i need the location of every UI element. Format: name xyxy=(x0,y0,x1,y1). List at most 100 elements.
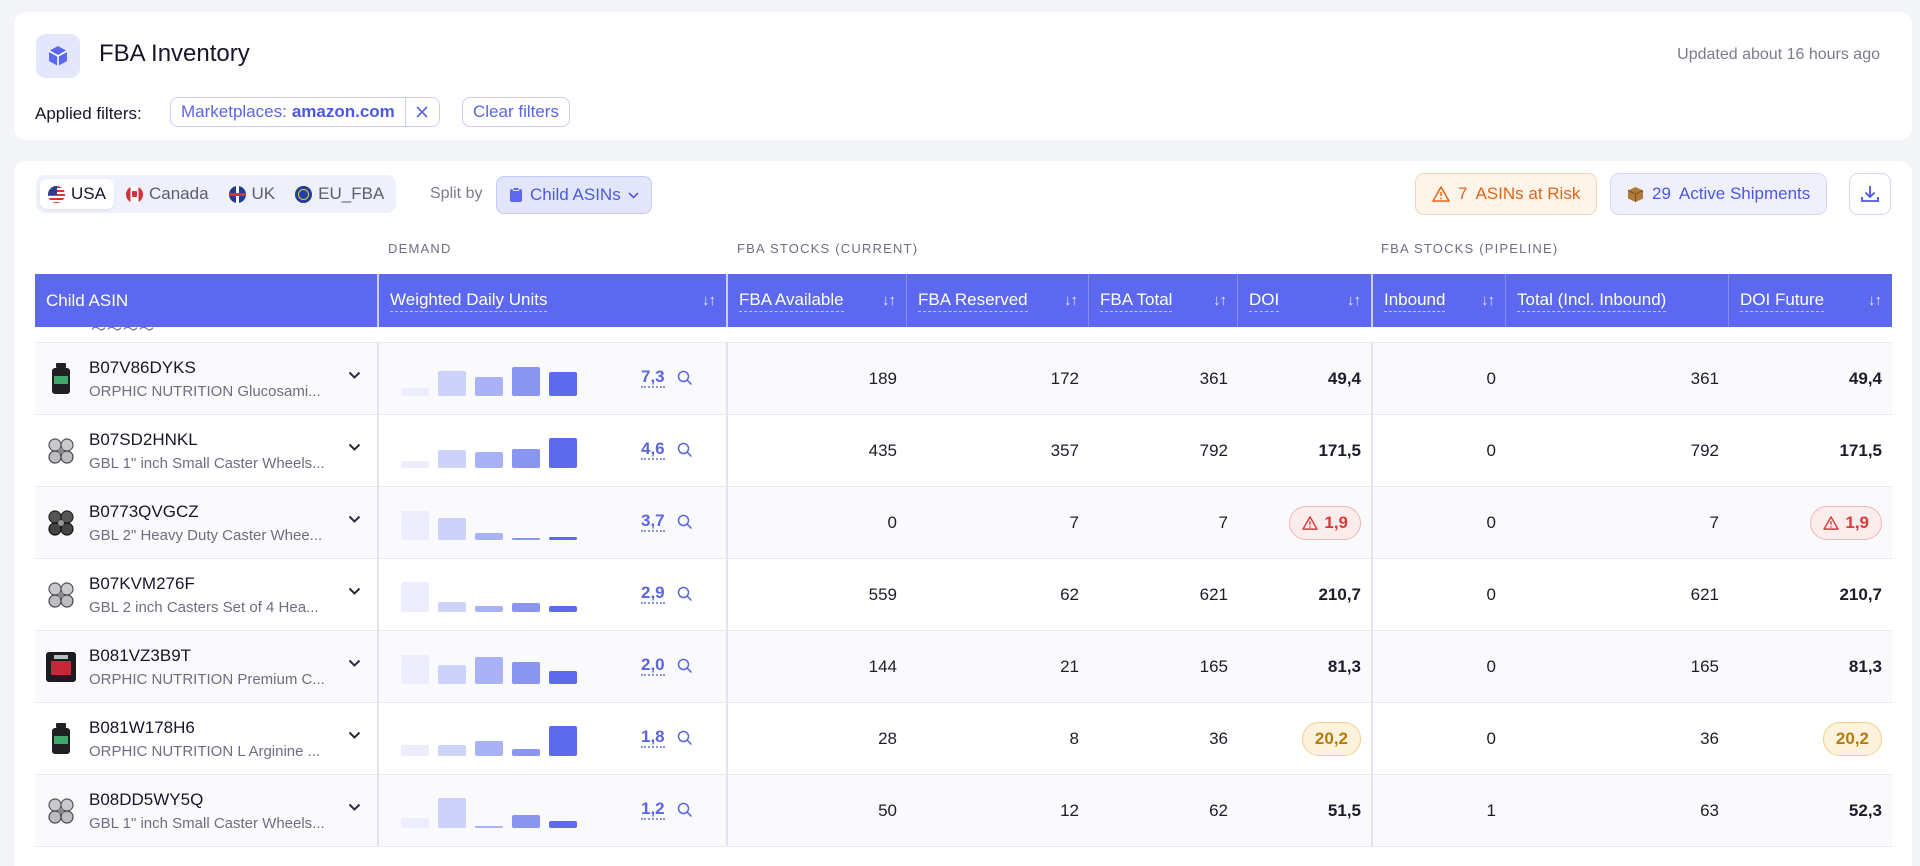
fba-total-value: 792 xyxy=(1199,440,1228,460)
demand-cell: 2,0 xyxy=(379,631,728,702)
demand-bar xyxy=(438,371,466,396)
doi-value: 210,7 xyxy=(1238,559,1373,630)
column-fba-reserved[interactable]: FBA Reserved ↓↑ xyxy=(907,274,1089,327)
column-total-incl-inbound[interactable]: Total (Incl. Inbound) xyxy=(1506,274,1729,327)
chevron-down-icon[interactable] xyxy=(348,659,361,668)
group-label-pipeline: FBA STOCKS (PIPELINE) xyxy=(1381,241,1559,256)
column-fba-available[interactable]: FBA Available ↓↑ xyxy=(728,274,907,327)
total-incl-inbound-value: 7 xyxy=(1709,512,1719,532)
marketplace-filter-chip: Marketplaces: amazon.com xyxy=(170,97,440,127)
doi-future-value: 210,7 xyxy=(1839,584,1882,604)
table-row-b07kvm276f[interactable]: B07KVM276F GBL 2 inch Casters Set of 4 H… xyxy=(35,559,1892,631)
weighted-daily-units-value[interactable]: 2,9 xyxy=(641,583,665,604)
fba-available-value: 435 xyxy=(868,440,897,460)
demand-bar xyxy=(549,821,577,828)
weighted-daily-units-value[interactable]: 1,8 xyxy=(641,727,665,748)
chevron-down-icon[interactable] xyxy=(348,515,361,524)
us-flag-icon xyxy=(48,185,65,203)
weighted-daily-units-value[interactable]: 7,3 xyxy=(641,367,665,388)
demand-bar xyxy=(401,818,429,828)
sort-desc-icon: ↓↑ xyxy=(702,292,716,309)
column-child-asin[interactable]: Child ASIN xyxy=(35,274,379,327)
fba-reserved-value: 21 xyxy=(1060,656,1079,676)
column-doi-future[interactable]: DOI Future ↓↑ xyxy=(1729,274,1892,327)
asin-id: B081VZ3B9T xyxy=(89,645,192,665)
column-fba-total[interactable]: FBA Total ↓↑ xyxy=(1089,274,1238,327)
asins-at-risk-button[interactable]: 7 ASINs at Risk xyxy=(1415,173,1598,215)
total-incl-inbound-value: 165 xyxy=(1690,656,1719,676)
product-title: GBL 2" Heavy Duty Caster Whee... xyxy=(89,526,323,544)
search-icon[interactable] xyxy=(677,370,693,386)
demand-sparkline xyxy=(401,356,577,396)
sort-icon: ↓↑ xyxy=(1064,292,1078,309)
eu-flag-icon xyxy=(295,185,313,203)
chevron-down-icon[interactable] xyxy=(348,443,361,452)
tab-eu-fba[interactable]: EU_FBA xyxy=(287,179,392,209)
remove-filter-close-icon[interactable] xyxy=(404,98,439,126)
demand-sparkline xyxy=(401,428,577,468)
uk-flag-icon xyxy=(228,185,246,203)
demand-bar xyxy=(401,745,429,756)
search-icon[interactable] xyxy=(677,514,693,530)
shipments-label: Active Shipments xyxy=(1678,184,1811,203)
search-icon[interactable] xyxy=(677,586,693,602)
tab-uk[interactable]: UK xyxy=(221,179,284,209)
chevron-down-icon[interactable] xyxy=(348,731,361,740)
doi-future-value: 81,3 xyxy=(1848,656,1882,676)
demand-bar xyxy=(401,582,429,612)
risk-count: 7 xyxy=(1458,184,1468,203)
demand-sparkline xyxy=(401,716,577,756)
fba-total-value: 361 xyxy=(1199,368,1228,388)
column-weighted-daily-units[interactable]: Weighted Daily Units ↓↑ xyxy=(379,274,728,327)
asin-cell: B08DD5WY5Q GBL 1" inch Small Caster Whee… xyxy=(35,775,379,846)
search-icon[interactable] xyxy=(677,442,693,458)
doi-future-value: 49,4 xyxy=(1848,368,1882,388)
sort-icon: ↓↑ xyxy=(1481,292,1495,309)
demand-cell: 3,7 xyxy=(379,487,728,558)
demand-bar xyxy=(438,745,466,756)
doi-future-value: 20,2 xyxy=(1729,703,1892,774)
fba-reserved-value: 62 xyxy=(1060,584,1079,604)
demand-bar xyxy=(475,826,503,828)
table-row-b07v86dyks[interactable]: B07V86DYKS ORPHIC NUTRITION Glucosami...… xyxy=(35,343,1892,415)
weighted-daily-units-value[interactable]: 4,6 xyxy=(641,439,665,460)
tab-canada[interactable]: Canada xyxy=(118,179,217,209)
risk-label: ASINs at Risk xyxy=(1475,184,1581,203)
search-icon[interactable] xyxy=(677,658,693,674)
demand-bar xyxy=(549,372,577,396)
chevron-down-icon[interactable] xyxy=(348,587,361,596)
warning-icon xyxy=(1432,186,1450,202)
asin-id: B08DD5WY5Q xyxy=(89,789,204,809)
demand-bar xyxy=(401,655,429,684)
download-button[interactable] xyxy=(1849,173,1891,215)
active-shipments-button[interactable]: 29 Active Shipments xyxy=(1610,173,1828,215)
tab-usa[interactable]: USA xyxy=(40,179,114,209)
table-row-b07sd2hnkl[interactable]: B07SD2HNKL GBL 1" inch Small Caster Whee… xyxy=(35,415,1892,487)
sort-icon: ↓↑ xyxy=(1868,292,1882,309)
chevron-down-icon[interactable] xyxy=(348,371,361,380)
clear-filters-button[interactable]: Clear filters xyxy=(462,97,570,127)
table-row-b081vz3b9t[interactable]: B081VZ3B9T ORPHIC NUTRITION Premium C...… xyxy=(35,631,1892,703)
demand-bar xyxy=(438,450,466,468)
table-row-b0773qvgcz[interactable]: B0773QVGCZ GBL 2" Heavy Duty Caster Whee… xyxy=(35,487,1892,559)
chevron-down-icon[interactable] xyxy=(348,803,361,812)
marketplace-tabs: USA Canada UK EU_FBA xyxy=(36,175,397,213)
split-by-dropdown[interactable]: Child ASINs xyxy=(496,176,652,214)
updated-timestamp: Updated about 16 hours ago xyxy=(1677,46,1880,63)
table-row-b08dd5wy5q[interactable]: B08DD5WY5Q GBL 1" inch Small Caster Whee… xyxy=(35,775,1892,847)
search-icon[interactable] xyxy=(677,802,693,818)
demand-bar xyxy=(401,461,429,468)
weighted-daily-units-value[interactable]: 2,0 xyxy=(641,655,665,676)
table-row-b081w178h6[interactable]: B081W178H6 ORPHIC NUTRITION L Arginine .… xyxy=(35,703,1892,775)
fba-total-value: 621 xyxy=(1199,584,1228,604)
search-icon[interactable] xyxy=(677,730,693,746)
column-inbound[interactable]: Inbound ↓↑ xyxy=(1373,274,1506,327)
product-thumbnail xyxy=(45,435,77,467)
column-doi[interactable]: DOI ↓↑ xyxy=(1238,274,1373,327)
weighted-daily-units-value[interactable]: 1,2 xyxy=(641,799,665,820)
table-body: 〜〜〜〜 B07V86DYKS ORPHIC NUTRITION Glucosa… xyxy=(35,327,1892,847)
weighted-daily-units-value[interactable]: 3,7 xyxy=(641,511,665,532)
doi-future-value: 52,3 xyxy=(1848,800,1882,820)
warning-icon xyxy=(1823,515,1840,530)
doi-critical-badge: 1,9 xyxy=(1289,505,1361,540)
